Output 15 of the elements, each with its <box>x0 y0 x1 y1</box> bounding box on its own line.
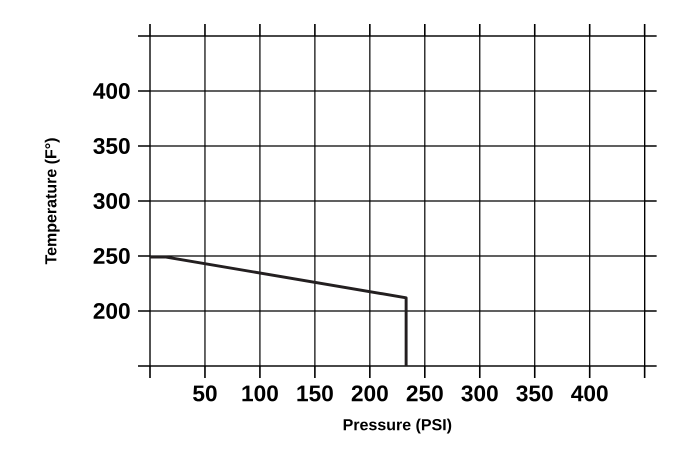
x-tick-label: 100 <box>242 385 278 402</box>
x-tick-label: 300 <box>461 385 498 402</box>
x-tick-label: 350 <box>516 385 553 402</box>
y-tick-label: 300 <box>93 192 130 210</box>
x-tick-label: 250 <box>406 385 443 402</box>
x-tick-label: 400 <box>571 385 608 402</box>
y-tick-label: 400 <box>93 82 130 100</box>
x-tick-label: 150 <box>297 385 333 402</box>
x-tick-label: 50 <box>193 385 217 402</box>
x-tick-label: 200 <box>352 385 388 402</box>
y-axis-title: Temperature (F°) <box>44 138 60 264</box>
y-tick-label: 250 <box>94 248 130 264</box>
x-axis-title: Pressure (PSI) <box>344 418 452 434</box>
y-tick-label: 200 <box>94 302 130 320</box>
y-tick-label: 350 <box>93 138 130 154</box>
